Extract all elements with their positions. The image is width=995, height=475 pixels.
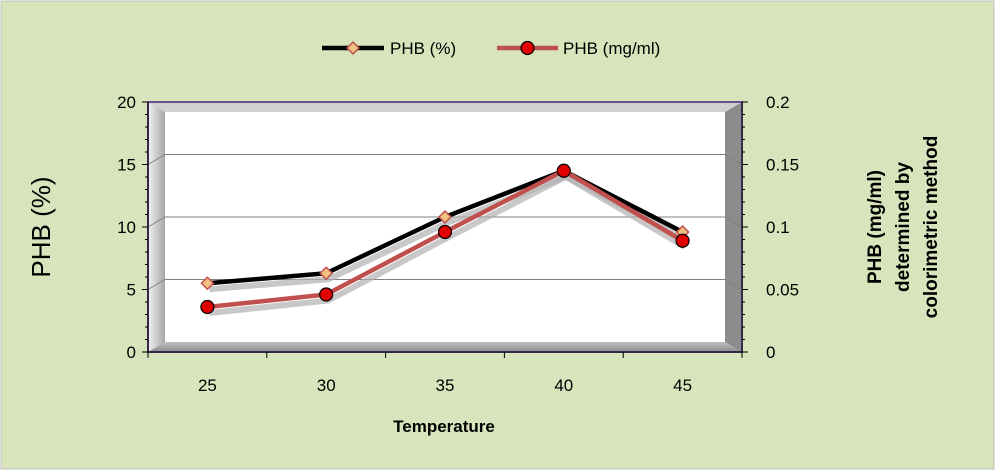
plot-frame-left-wall	[148, 102, 165, 352]
y-right-tick-label-0.2: 0.2	[766, 93, 790, 112]
gridline-right-diagonal-15	[724, 154, 743, 165]
y-right-tick-label-0.15: 0.15	[766, 156, 799, 175]
legend-marker-0	[345, 40, 361, 56]
legend: PHB (%) PHB (mg/ml)	[322, 39, 660, 58]
point-phb-mgml-25	[200, 299, 215, 315]
plot-frame-top	[148, 102, 742, 112]
y-axis-left-title: PHB (%)	[26, 176, 56, 277]
plot-frame-floor	[148, 342, 742, 352]
x-tick-label-45: 45	[673, 376, 692, 395]
y-axis-right-title-line-1: PHB (mg/ml)	[865, 170, 886, 284]
y-left-tick-label-5: 5	[127, 281, 136, 300]
point-phb-mgml-35	[437, 224, 453, 240]
y-right-tick-label-0: 0	[766, 343, 775, 362]
legend-label-0: PHB (%)	[390, 39, 456, 58]
gridline-diagonal-5	[147, 279, 166, 290]
y-left-tick-label-20: 20	[117, 93, 136, 112]
point-phb-percent-30	[319, 266, 334, 281]
x-tick-label-25: 25	[198, 376, 217, 395]
series	[200, 163, 690, 316]
plot-frame-right-wall	[725, 102, 742, 352]
gridline-right-diagonal-5	[724, 279, 743, 290]
y-left-tick-label-15: 15	[117, 156, 136, 175]
y-right-tick-label-0.1: 0.1	[766, 218, 790, 237]
point-phb-mgml-30	[319, 287, 334, 302]
gridline-right-diagonal-10	[724, 216, 743, 228]
legend-label-1: PHB (mg/ml)	[563, 39, 660, 58]
point-phb-mgml-40	[556, 163, 571, 178]
y-axis-right-title-line-3: colorimetric method	[921, 136, 942, 319]
x-tick-label-30: 30	[317, 376, 336, 395]
axes: 0 5 10 15 20 0 0.05 0.1 0.15 0.2 25 30 35 40 45	[117, 93, 799, 395]
point-phb-mgml-45	[675, 233, 690, 248]
x-tick-label-40: 40	[554, 376, 573, 395]
y-right-tick-label-0.05: 0.05	[766, 281, 799, 300]
legend-marker-1	[520, 40, 535, 56]
y-axis-right-title-line-2: determined by	[893, 162, 914, 292]
x-axis-title: Temperature	[393, 417, 495, 436]
y-left-tick-label-10: 10	[117, 218, 136, 237]
x-tick-label-35: 35	[436, 376, 455, 395]
point-phb-percent-25	[200, 276, 215, 291]
y-left-tick-label-0: 0	[127, 343, 136, 362]
gridline-diagonal-10	[147, 216, 166, 228]
point-phb-percent-35	[437, 209, 453, 225]
gridline-diagonal-15	[147, 154, 166, 165]
